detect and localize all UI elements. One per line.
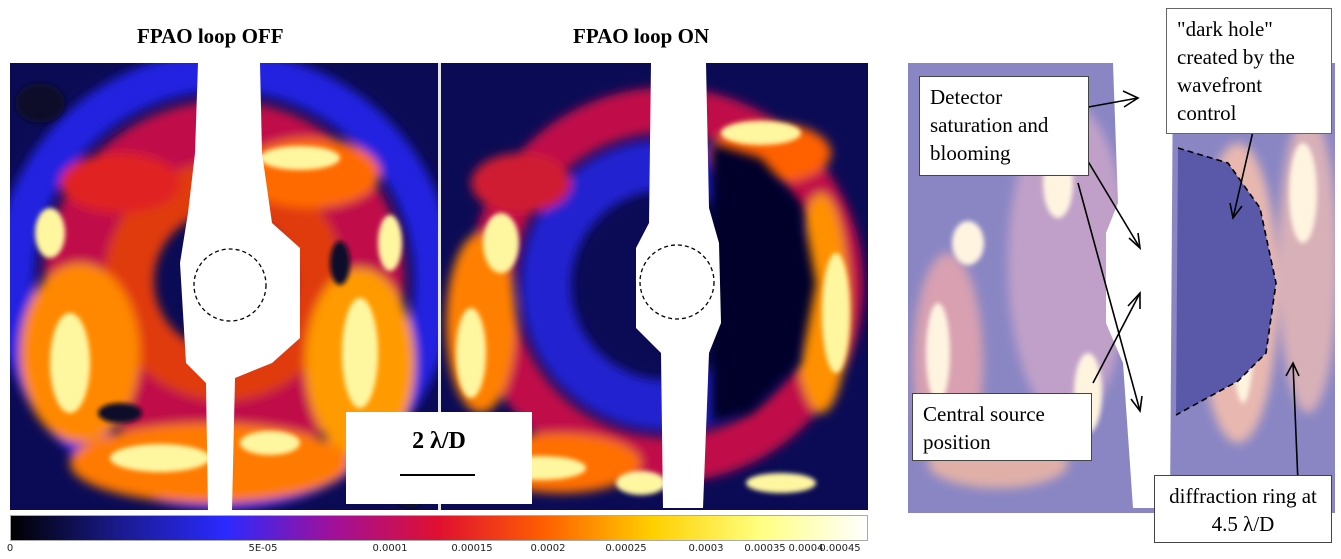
colorbar-tick: 0.00025 [605,543,647,554]
colorbar [10,515,868,541]
colorbar-tick: 0.00045 [819,543,861,554]
colorbar-tick: 0.0004 [788,543,824,554]
loop-on-title: FPAO loop ON [573,24,710,48]
loop-off-title: FPAO loop OFF [137,24,284,48]
detector-saturation-callout: Detector saturation and blooming [919,76,1089,176]
colorbar-tick: 0.00015 [451,543,493,554]
colorbar-tick: 0.0003 [688,543,724,554]
colorbar-tick: 5E-05 [248,543,278,554]
loop-off-image [10,63,438,510]
central-source-callout: Central source position [912,393,1092,461]
colorbar-tick: 0.00035 [744,543,786,554]
colorbar-tick: 0 [6,543,14,554]
panel-divider [438,63,441,510]
colorbar-tick: 0.0001 [372,543,408,554]
scale-bar-line [400,474,475,476]
diffraction-ring-callout: diffraction ring at 4.5 λ/D [1154,475,1332,543]
dark-hole-callout: "dark hole" created by the wavefront con… [1166,8,1332,134]
loop-on-image [441,63,868,510]
scale-bar-box: 2 λ/D [346,412,532,504]
colorbar-ticks: 0 5E-05 0.0001 0.00015 0.0002 0.00025 0.… [0,543,880,557]
scale-bar-label: 2 λ/D [412,428,466,454]
colorbar-tick: 0.0002 [530,543,566,554]
